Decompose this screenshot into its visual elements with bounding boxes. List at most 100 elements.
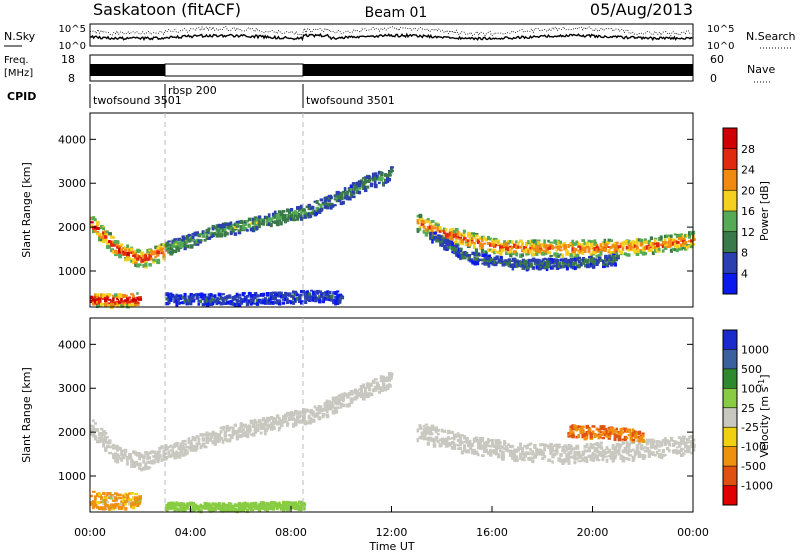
heatmap-cell (426, 436, 431, 441)
heatmap-cell (245, 508, 250, 513)
heatmap-cell (480, 243, 484, 248)
heatmap-cell (183, 443, 188, 446)
heatmap-cell (493, 240, 497, 244)
heatmap-cell (296, 411, 299, 416)
heatmap-cell (229, 505, 233, 508)
heatmap-cell (296, 502, 300, 507)
heatmap-cell (432, 427, 437, 431)
heatmap-cell (677, 445, 682, 448)
heatmap-cell (569, 260, 573, 265)
heatmap-cell (639, 250, 643, 254)
heatmap-cell (327, 197, 332, 201)
heatmap-cell (686, 449, 689, 453)
heatmap-cell (94, 495, 97, 500)
heatmap-cell (229, 426, 233, 429)
heatmap-cell (96, 505, 100, 509)
heatmap-cell (233, 303, 238, 307)
heatmap-cell (126, 257, 130, 262)
heatmap-cell (169, 453, 173, 458)
heatmap-cell (195, 435, 199, 438)
heatmap-cell (575, 435, 579, 439)
heatmap-cell (420, 433, 425, 436)
heatmap-cell (600, 258, 603, 262)
heatmap-cell (555, 451, 559, 455)
x-tick-label: 08:00 (275, 526, 307, 539)
heatmap-cell (609, 430, 613, 435)
heatmap-cell (177, 295, 181, 298)
heatmap-cell (114, 293, 118, 298)
heatmap-cell (454, 240, 458, 243)
heatmap-cell (100, 236, 104, 240)
heatmap-cell (485, 238, 488, 242)
heatmap-cell (507, 443, 511, 447)
heatmap-cell (426, 441, 430, 446)
heatmap-cell (327, 202, 331, 207)
heatmap-cell (108, 240, 111, 243)
heatmap-cell (527, 443, 532, 446)
heatmap-cell (671, 449, 676, 452)
heatmap-cell (483, 442, 487, 447)
heatmap-cell (511, 263, 515, 266)
heatmap-cell (483, 258, 488, 262)
heatmap-cell (108, 451, 112, 455)
heatmap-cell (367, 386, 371, 390)
heatmap-cell (294, 501, 298, 506)
heatmap-cell (162, 243, 165, 246)
heatmap-cell (581, 261, 586, 265)
heatmap-cell (298, 213, 302, 218)
heatmap-cell (173, 508, 177, 511)
heatmap-cell (513, 456, 516, 460)
heatmap-cell (606, 258, 609, 262)
heatmap-cell (629, 433, 633, 438)
heatmap-cell (462, 448, 467, 452)
heatmap-cell (567, 445, 572, 451)
heatmap-cell (310, 295, 314, 298)
heatmap-cell (92, 500, 96, 505)
heatmap-cell (114, 496, 118, 499)
heatmap-cell (328, 298, 332, 302)
heatmap-cell (110, 302, 114, 307)
heatmap-cell (645, 245, 649, 250)
heatmap-cell (148, 456, 152, 460)
heatmap-cell (357, 190, 362, 195)
heatmap-cell (453, 250, 456, 254)
heatmap-cell (456, 444, 461, 447)
heatmap-cell (345, 395, 350, 399)
heatmap-cell (347, 403, 351, 408)
heatmap-cell (555, 253, 559, 258)
heatmap-cell (621, 246, 625, 251)
heatmap-cell (388, 375, 392, 380)
heatmap-cell (231, 224, 235, 227)
heatmap-cell (509, 250, 513, 254)
heatmap-cell (545, 265, 549, 269)
heatmap-cell (669, 234, 673, 238)
heatmap-cell (253, 501, 258, 506)
heatmap-cell (310, 289, 314, 292)
heatmap-cell (625, 450, 630, 455)
heatmap-cell (247, 429, 252, 433)
heatmap-cell (305, 422, 309, 425)
heatmap-cell (294, 421, 298, 427)
heatmap-cell (647, 249, 651, 253)
heatmap-cell (491, 248, 495, 254)
heatmap-cell (591, 430, 595, 434)
heatmap-cell (692, 448, 696, 452)
heatmap-cell (189, 293, 193, 297)
heatmap-cell (317, 405, 322, 409)
colorbar-tick-label: 100 (741, 382, 762, 395)
heatmap-cell (191, 502, 196, 506)
heatmap-cell (173, 300, 176, 304)
heatmap-cell (284, 216, 288, 221)
heatmap-cell (199, 504, 203, 508)
heatmap-cell (627, 248, 631, 252)
heatmap-cell (118, 293, 122, 297)
heatmap-cell (533, 444, 537, 447)
heatmap-cell (275, 506, 279, 511)
heatmap-cell (140, 258, 144, 263)
heatmap-cell (290, 300, 294, 305)
heatmap-cell (167, 296, 172, 300)
heatmap-cell (336, 290, 340, 293)
heatmap-cell (688, 231, 692, 236)
heatmap-cell (673, 442, 677, 445)
heatmap-cell (235, 434, 240, 438)
